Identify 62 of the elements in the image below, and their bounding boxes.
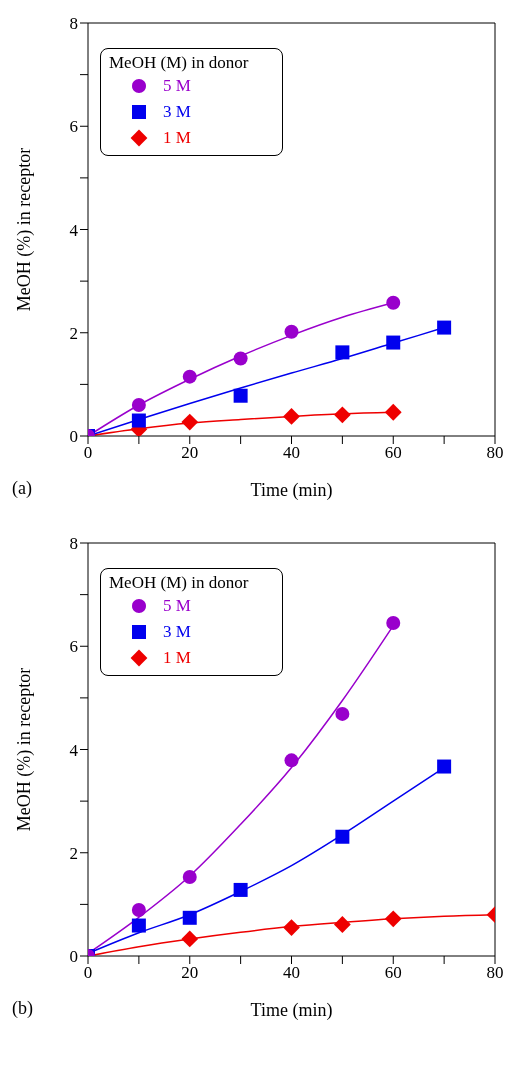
text: (a) [12,478,32,499]
y-tick-label: 8 [69,14,78,34]
x-tick-label: 40 [283,963,300,983]
point [182,910,197,925]
y-tick-label: 2 [69,323,78,343]
x-tick-label: 0 [83,963,93,983]
legend-label: 3 M [163,102,191,122]
x-axis-title: Time (min) [250,1000,333,1021]
point [233,882,248,897]
point [284,324,299,339]
x-tick-label: 80 [486,443,504,463]
point [283,407,300,425]
x-tick-label: 80 [486,963,504,983]
point [437,320,452,335]
x-tick-label: 40 [283,443,300,463]
x-tick-label: 0 [83,443,93,463]
y-tick-label: 6 [69,117,78,137]
point [386,295,401,310]
x-axis-title: Time (min) [250,480,333,501]
y-tick-label: 6 [69,637,78,657]
y-tick-label: 2 [69,843,78,863]
point [335,345,350,360]
text: (b) [12,998,33,1019]
point [284,753,299,768]
point [333,406,351,424]
point [131,918,146,933]
point [131,903,146,918]
point [131,398,146,413]
y-tick-label: 8 [69,534,78,554]
point [181,413,199,431]
point [384,403,402,421]
legend-label: 3 M [163,622,191,642]
legend-title: MeOH (M) in donor [109,573,249,593]
point [233,351,248,366]
legend-label: 1 M [163,648,191,668]
x-tick-label: 60 [384,443,402,463]
legend-label: 5 M [163,76,191,96]
y-axis-title: MeOH (%) in receptor [14,667,36,832]
point [283,919,300,937]
point [335,706,350,721]
x-tick-label: 20 [181,963,199,983]
point [333,916,351,933]
y-tick-label: 4 [69,740,79,760]
y-tick-label: 0 [69,427,78,447]
point [335,829,350,844]
point [386,616,401,630]
x-tick-label: 20 [181,443,199,463]
point [386,335,401,350]
x-tick-label: 60 [384,963,402,983]
y-tick-label: 0 [69,947,78,967]
point [182,369,197,384]
point [233,388,248,403]
y-tick-label: 4 [69,220,79,240]
legend-label: 1 M [163,128,191,148]
y-axis-title: MeOH (%) in receptor [14,147,36,312]
point [181,930,199,948]
point [131,413,146,428]
point [437,759,452,774]
point [182,870,197,884]
point [384,910,402,928]
legend-label: 5 M [163,596,191,616]
legend-title: MeOH (M) in donor [109,53,249,73]
